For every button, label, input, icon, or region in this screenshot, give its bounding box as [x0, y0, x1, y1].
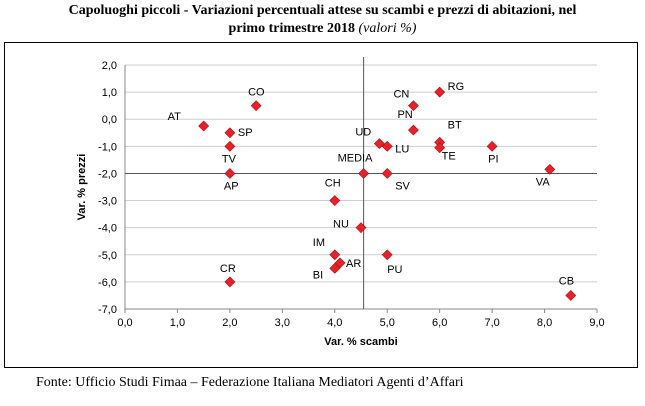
data-point — [486, 140, 498, 152]
data-point — [381, 140, 393, 152]
data-label: SV — [395, 180, 410, 192]
data-point — [373, 138, 385, 150]
data-label: TV — [222, 153, 237, 165]
data-label: SP — [238, 127, 253, 139]
data-label: NU — [333, 219, 349, 231]
data-label: BT — [448, 119, 462, 131]
y-tick-label: -2,0 — [98, 168, 117, 180]
data-label: UD — [355, 127, 371, 139]
data-point — [224, 168, 236, 179]
chart-title-line2-text: primo trimestre 2018 — [228, 21, 356, 36]
x-tick-label: 0,0 — [117, 317, 132, 329]
x-tick-label: 2,0 — [222, 317, 237, 329]
data-label: AT — [168, 111, 182, 123]
y-axis-title: Var. % prezzi — [76, 154, 88, 221]
data-point — [434, 142, 446, 154]
y-tick-label: 2,0 — [102, 60, 117, 72]
data-label: CH — [325, 178, 341, 190]
x-axis-title: Var. % scambi — [324, 336, 397, 348]
data-label: CR — [220, 263, 236, 275]
x-tick-label: 4,0 — [327, 317, 342, 329]
data-point — [250, 100, 262, 112]
data-point — [224, 140, 236, 152]
data-point — [381, 168, 393, 179]
data-label: PI — [488, 153, 498, 165]
x-tick-label: 9,0 — [589, 317, 604, 329]
data-point — [224, 276, 236, 288]
data-point — [544, 163, 556, 175]
chart-frame: 2,0 1,0 0,0 -1,0 -2,0 -3,0 -4,0 -5,0 -6,0 -7,0 0,0… — [4, 42, 638, 368]
data-point — [358, 168, 370, 179]
y-tick-label: -5,0 — [98, 250, 117, 262]
data-label: AR — [346, 258, 361, 270]
data-label: PN — [397, 109, 412, 121]
source-note: Fonte: Ufficio Studi Fimaa – Federazione… — [36, 375, 464, 390]
data-label: MEDIA — [338, 152, 374, 164]
data-label: PU — [387, 264, 402, 276]
data-label: LU — [395, 143, 409, 155]
y-tick-label: 0,0 — [102, 114, 117, 126]
data-point — [434, 86, 446, 98]
scatter-chart: 2,01,00,0-1,0-2,0-3,0-4,0-5,0-6,0-7,00,0… — [76, 57, 605, 348]
data-point — [355, 222, 367, 234]
y-tick-label: -6,0 — [98, 277, 117, 289]
data-point — [408, 124, 419, 136]
data-label: VA — [536, 176, 551, 188]
data-point — [329, 262, 341, 274]
y-tick-label: -7,0 — [98, 304, 117, 316]
chart-title: Capoluoghi piccoli - Variazioni percentu… — [0, 2, 645, 38]
chart-title-line2: primo trimestre 2018 (valori %) — [0, 20, 645, 38]
x-tick-label: 7,0 — [484, 317, 499, 329]
y-tick-label: -1,0 — [98, 141, 117, 153]
data-label: BI — [313, 269, 323, 281]
data-label: TE — [442, 151, 456, 163]
data-label: CB — [559, 275, 574, 287]
data-point — [224, 127, 236, 139]
data-point — [408, 100, 419, 112]
y-tick-label: -3,0 — [98, 196, 117, 208]
data-point — [565, 290, 577, 301]
data-point — [381, 249, 393, 261]
data-point — [334, 257, 346, 269]
data-label: RG — [448, 81, 465, 93]
chart-title-line1: Capoluoghi piccoli - Variazioni percentu… — [68, 3, 577, 18]
chart-title-note: (valori %) — [358, 21, 417, 36]
x-tick-label: 5,0 — [380, 317, 395, 329]
data-point — [329, 249, 341, 261]
data-point — [329, 195, 341, 206]
data-label: AP — [224, 180, 239, 192]
x-tick-label: 1,0 — [170, 317, 185, 329]
x-tick-label: 3,0 — [275, 317, 290, 329]
y-tick-label: -4,0 — [98, 223, 117, 235]
y-tick-label: 1,0 — [102, 87, 117, 99]
data-label: CO — [248, 87, 265, 99]
data-label: CN — [393, 89, 409, 101]
x-tick-label: 8,0 — [537, 317, 552, 329]
data-label: IM — [313, 237, 325, 249]
x-tick-label: 6,0 — [432, 317, 447, 329]
data-point — [198, 120, 210, 132]
